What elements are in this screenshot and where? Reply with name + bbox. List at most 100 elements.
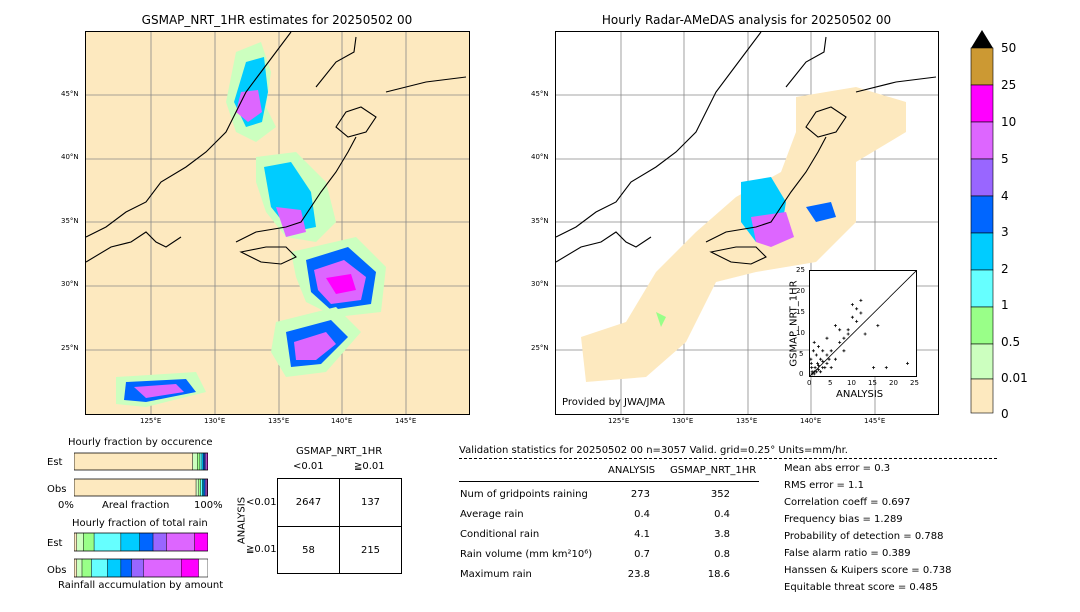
contingency-cell-d: 215 [339, 526, 402, 574]
scatter-point [846, 332, 850, 336]
left-lat-30: 30°N [61, 280, 79, 288]
total-rain-segment-est-8 [194, 532, 209, 552]
right-map-credit: Provided by JWA/JMA [562, 397, 665, 408]
scatter-point [859, 311, 863, 315]
scatter-point [809, 357, 813, 361]
contingency-col1: <0.01 [293, 461, 324, 472]
total-rain-bars [73, 532, 209, 579]
scatter-point [859, 298, 863, 302]
stat-gsmap-2: 3.8 [714, 529, 730, 540]
scatter-point [816, 361, 820, 365]
occurrence-segment-est-2 [197, 452, 201, 471]
contingency-row2: ≧0.01 [246, 544, 277, 555]
scatter-svg [809, 270, 917, 377]
total-rain-segment-est-2 [83, 532, 95, 552]
colorbar-label-2: 2 [1001, 262, 1009, 276]
total-rain-segment-obs-6 [131, 558, 144, 578]
score-7: Equitable threat score = 0.485 [784, 582, 939, 593]
stat-gsmap-1: 0.4 [714, 509, 730, 520]
scatter-ytick-5: 5 [799, 350, 804, 358]
scatter-diagonal [809, 270, 917, 377]
stat-analysis-3: 0.7 [634, 549, 650, 560]
occurrence-segment-est-7 [205, 452, 208, 471]
score-4: Probability of detection = 0.788 [784, 531, 944, 542]
occurrence-segment-est-1 [192, 452, 198, 471]
right-lon-130: 130°E [672, 417, 694, 425]
scatter-point [906, 361, 910, 365]
total-rain-title: Hourly fraction of total rain [72, 518, 208, 529]
occurrence-est-label: Est [47, 457, 63, 468]
scatter-point [819, 370, 823, 374]
scatter-point [813, 366, 817, 370]
colorbar-label-5: 5 [1001, 152, 1009, 166]
total-rain-segment-est-6 [152, 532, 167, 552]
right-lat-40: 40°N [531, 153, 549, 161]
scatter-point [846, 328, 850, 332]
scatter-ytick-15: 15 [796, 308, 805, 316]
scatter-point [842, 349, 846, 353]
right-lat-30: 30°N [531, 280, 549, 288]
scatter-point [809, 361, 813, 365]
stat-label-4: Maximum rain [460, 569, 532, 580]
contingency-d-value: 215 [360, 545, 381, 556]
right-map-title: Hourly Radar-AMeDAS analysis for 2025050… [601, 13, 892, 27]
colorbar-label-4: 4 [1001, 189, 1009, 203]
total-rain-segment-est-7 [166, 532, 195, 552]
scatter-point [810, 372, 814, 376]
right-lon-145: 145°E [864, 417, 886, 425]
occurrence-segment-obs-2 [198, 478, 201, 497]
occurrence-obs-label: Obs [47, 484, 67, 495]
occurrence-segment-obs-5 [203, 478, 206, 497]
scatter-point [838, 328, 842, 332]
right-lat-45: 45°N [531, 90, 549, 98]
colorbar-label-0: 0 [1001, 407, 1009, 421]
scatter-point [825, 336, 829, 340]
total-rain-segment-obs-5 [120, 558, 132, 578]
stat-gsmap-0: 352 [710, 489, 730, 500]
scatter-point [821, 349, 825, 353]
occurrence-segment-obs-4 [202, 478, 204, 497]
scatter-ytick-25: 25 [796, 266, 805, 274]
col-gsmap-header: GSMAP_NRT_1HR [670, 465, 757, 476]
right-lat-25: 25°N [531, 344, 549, 352]
stats-header-rule [459, 481, 759, 482]
score-6: Hanssen & Kuipers score = 0.738 [784, 565, 952, 576]
left-coastlines [86, 32, 467, 265]
score-1: RMS error = 1.1 [784, 480, 864, 491]
colorbar-label-10: 10 [1001, 115, 1017, 129]
scatter-xtick-5: 5 [828, 379, 833, 387]
contingency-cell-b: 137 [339, 478, 402, 527]
occurrence-axis-right: 100% [194, 500, 223, 511]
stat-label-2: Conditional rain [460, 529, 540, 540]
total-rain-segment-obs-1 [76, 558, 83, 578]
occurrence-axis-left: 0% [58, 500, 74, 511]
right-lat-35: 35°N [531, 217, 549, 225]
left-lon-145: 145°E [395, 417, 417, 425]
scatter-point [825, 353, 829, 357]
total-rain-segment-obs-4 [107, 558, 122, 578]
scatter-point [819, 357, 823, 361]
colorbar-label-0.01: 0.01 [1001, 371, 1028, 385]
scatter-xtick-15: 15 [868, 379, 877, 387]
scatter-point [833, 357, 837, 361]
scatter-xtick-0: 0 [807, 379, 812, 387]
left-lat-45: 45°N [61, 90, 79, 98]
occurrence-segment-obs-3 [200, 478, 203, 497]
occurrence-segment-obs-0 [73, 478, 197, 497]
stat-gsmap-4: 18.6 [707, 569, 730, 580]
total-rain-segment-obs-7 [143, 558, 182, 578]
contingency-col2: ≧0.01 [354, 461, 385, 472]
left-rain-areas [116, 42, 386, 407]
colorbar-label-25: 25 [1001, 78, 1017, 92]
contingency-title: GSMAP_NRT_1HR [296, 446, 383, 457]
validation-divider [459, 458, 997, 459]
contingency-a-value: 2647 [295, 497, 322, 508]
scatter-point [825, 361, 829, 365]
colorbar-label-1: 1 [1001, 298, 1009, 312]
scatter-point [850, 303, 854, 307]
scatter-point [823, 366, 827, 370]
scatter-point [872, 366, 876, 370]
right-lon-140: 140°E [800, 417, 822, 425]
scatter-point [816, 345, 820, 349]
stat-label-3: Rain volume (mm km²10⁶) [460, 549, 593, 560]
